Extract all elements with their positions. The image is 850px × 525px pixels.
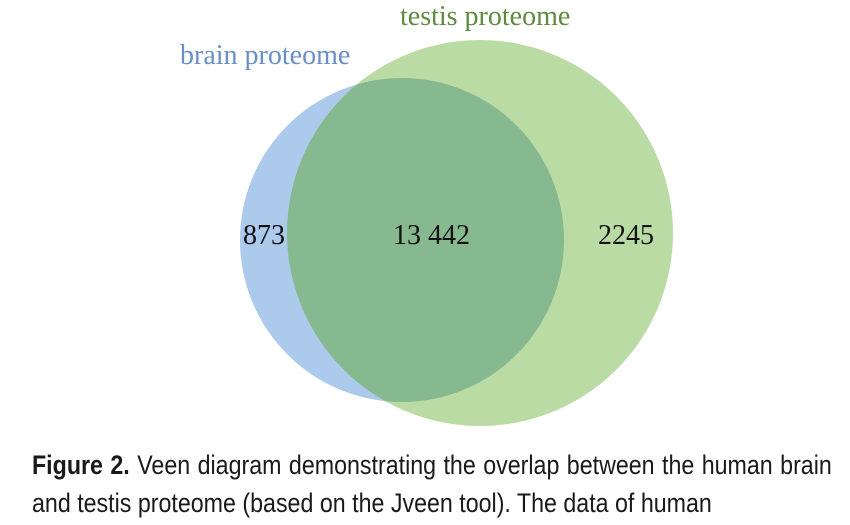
brain-proteome-label: brain proteome	[180, 40, 350, 71]
figure-label: Figure 2.	[32, 450, 130, 480]
venn-diagram: brain proteome testis proteome 873 13 44…	[180, 1, 673, 426]
figure-caption: Figure 2. Veen diagram demonstrating the…	[32, 446, 832, 522]
figure-caption-text: Veen diagram demonstrating the overlap b…	[32, 450, 832, 518]
testis-only-count: 2245	[598, 220, 654, 251]
testis-proteome-label: testis proteome	[400, 1, 570, 32]
overlap-region	[287, 78, 564, 402]
intersection-count: 13 442	[393, 220, 470, 251]
brain-only-count: 873	[243, 220, 285, 251]
